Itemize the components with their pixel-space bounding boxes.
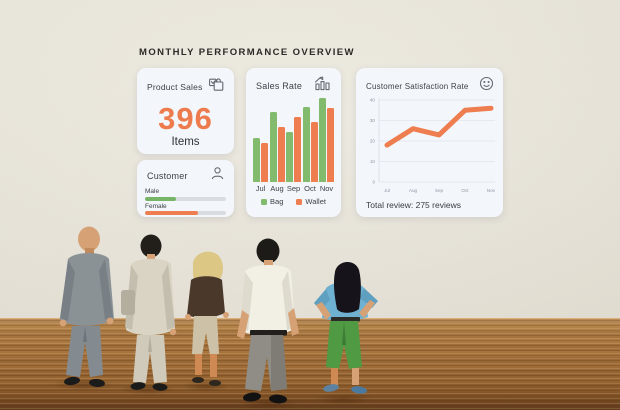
- bar-bag: [253, 138, 260, 182]
- bar-group: [269, 112, 285, 182]
- product-sales-header: Product Sales: [137, 68, 234, 97]
- bar-xlabel: Oct: [304, 184, 316, 193]
- product-sales-value: 396: [158, 101, 213, 136]
- figurine-shadow: [182, 381, 230, 392]
- bar-xlabel: Aug: [270, 184, 284, 193]
- svg-text:40: 40: [370, 98, 376, 103]
- satisfaction-line-chart: 0 10 20 30 40 Jul Aug Sep Oct Nov: [370, 98, 496, 193]
- bar-wallet: [294, 117, 301, 182]
- svg-text:0: 0: [372, 180, 375, 185]
- satisfaction-footer: Total review: 275 reviews: [366, 200, 461, 210]
- legend-label: Bag: [270, 197, 284, 206]
- gender-bar-fill: [145, 196, 176, 201]
- customer-card: Customer Male Female: [137, 160, 234, 217]
- bar-xlabel: Jul: [255, 184, 266, 193]
- svg-text:Jul: Jul: [384, 188, 390, 193]
- bar-wallet: [327, 108, 334, 182]
- page-title: MONTHLY PERFORMANCE OVERVIEW: [139, 47, 355, 58]
- gender-bar-track: [145, 196, 226, 201]
- bar-group: [286, 117, 301, 182]
- satisfaction-title: Customer Satisfaction Rate: [366, 81, 469, 91]
- figurine-bald-man-gray-suit: [59, 226, 114, 388]
- svg-text:10: 10: [370, 159, 376, 164]
- legend-item: Wallet: [296, 197, 326, 206]
- smiley-icon: [479, 76, 494, 96]
- figurine-woman-blue-top: [314, 261, 378, 394]
- svg-text:Sep: Sep: [435, 188, 444, 193]
- bar-bag: [302, 107, 310, 182]
- bar-xlabel: Nov: [319, 184, 334, 193]
- gender-bar-fill: [145, 211, 199, 216]
- product-sales-title: Product Sales: [147, 81, 203, 92]
- gender-label: Female: [145, 202, 167, 210]
- bar-chart-icon: [314, 76, 332, 96]
- product-sales-unit: Items: [171, 136, 200, 148]
- gender-bar-track: [145, 211, 226, 216]
- figurine-blonde-woman: [185, 251, 229, 386]
- legend-swatch: [261, 198, 268, 205]
- bar-group: [253, 138, 268, 182]
- bar-group: [302, 107, 318, 182]
- legend-label: Wallet: [305, 197, 326, 206]
- bar-wallet: [277, 127, 285, 182]
- figurine-man-white-shirt: [237, 238, 299, 404]
- customer-header: Customer: [137, 160, 234, 185]
- product-sales-card: Product Sales 396 Items: [137, 68, 234, 154]
- gender-label: Male: [145, 188, 160, 195]
- bar-group: [319, 98, 334, 182]
- bar-bag: [319, 98, 326, 182]
- bar-bag: [286, 132, 293, 182]
- bar-wallet: [310, 122, 318, 182]
- bar-xlabel: Sep: [286, 184, 301, 193]
- satisfaction-header: Customer Satisfaction Rate: [356, 68, 503, 96]
- figurine-shadow: [314, 393, 372, 405]
- svg-text:Nov: Nov: [487, 188, 496, 193]
- person-icon: [210, 166, 225, 185]
- satisfaction-card: Customer Satisfaction Rate 0 10 20 30 40 Jul A…: [356, 68, 503, 217]
- bar-chart-plot: [253, 98, 334, 182]
- sales-rate-header: Sales Rate: [246, 68, 341, 96]
- figurine-man-cream-suit: [121, 234, 177, 391]
- legend-swatch: [296, 198, 303, 205]
- wooden-table: [0, 318, 620, 410]
- bar-wallet: [261, 142, 268, 182]
- shopping-bag-icon: [208, 76, 225, 97]
- sales-rate-card: Sales Rate Jul Aug Sep Oct Nov Bag Wallet: [246, 68, 341, 217]
- bar-chart-xlabels: Jul Aug Sep Oct Nov: [253, 184, 334, 193]
- customer-title: Customer: [147, 170, 188, 181]
- svg-text:Oct: Oct: [461, 188, 469, 193]
- bar-bag: [269, 112, 277, 182]
- sales-rate-title: Sales Rate: [256, 81, 303, 91]
- customer-bars: Male Female: [137, 185, 234, 216]
- legend-item: Bag: [261, 197, 283, 206]
- svg-text:20: 20: [370, 139, 376, 144]
- bar-chart-legend: Bag Wallet: [246, 197, 341, 206]
- svg-text:Aug: Aug: [409, 188, 418, 193]
- svg-text:30: 30: [370, 118, 376, 123]
